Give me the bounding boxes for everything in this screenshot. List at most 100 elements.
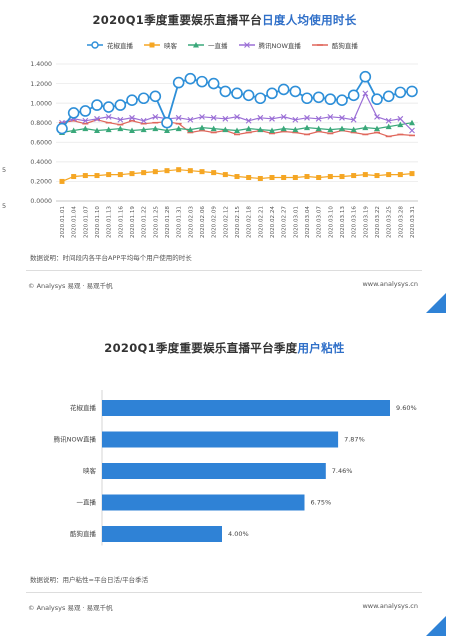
line-chart: 0.0000 0.2000 0.4000 0.6000 0.8000 1.0000 1.20… (30, 61, 418, 238)
data-point (397, 121, 404, 128)
bar (102, 400, 390, 416)
data-point (350, 131, 357, 134)
data-point (234, 127, 240, 134)
x-tick-label: 2020.01.28 (165, 206, 171, 238)
data-point (397, 133, 404, 136)
footer-brand: © Analysys 易观 · 易观千帆 (28, 604, 113, 612)
data-point (339, 114, 345, 121)
data-point (207, 77, 220, 90)
data-point (102, 101, 115, 113)
data-point (374, 131, 380, 134)
data-point (140, 122, 147, 125)
data-point (91, 99, 103, 111)
legend-item: 一直播 (187, 40, 228, 50)
data-point (94, 127, 100, 134)
data-point (312, 91, 325, 104)
series-line (61, 74, 413, 130)
x-tick-label: 2020.03.13 (340, 206, 346, 238)
chart-panel-stickiness: 2020Q1季度重要娱乐直播平台季度用户粘性 花椒直播 9.60% 腾讯NOW直播 7… (0, 330, 449, 641)
divider (26, 270, 422, 271)
data-point (187, 168, 193, 174)
chart-title: 2020Q1季度重要娱乐直播平台季度用户粘性 (104, 341, 345, 355)
bar-chart: 花椒直播 9.60% 腾讯NOW直播 7.87% 映客 7.46% 一直播 6.75% 酷狗直播… (54, 390, 417, 546)
data-point (292, 175, 298, 181)
data-point (199, 169, 205, 175)
edge-label: 5 (2, 202, 7, 210)
bar (102, 526, 222, 542)
data-point (222, 115, 229, 122)
x-tick-label: 2020.03.31 (410, 206, 416, 238)
x-tick-label: 2020.01.31 (177, 206, 183, 238)
data-point (245, 131, 252, 134)
corner-triangle-decoration (426, 616, 446, 636)
data-point (59, 178, 65, 184)
x-tick-label: 2020.01.19 (130, 206, 136, 238)
data-label: 6.75% (311, 499, 332, 507)
data-point (117, 123, 124, 126)
x-tick-label: 2020.01.01 (60, 206, 66, 238)
data-point (397, 172, 403, 178)
data-point (266, 87, 278, 100)
bar (102, 431, 339, 448)
data-point (374, 173, 380, 179)
x-tick-label: 2020.03.19 (363, 206, 369, 238)
data-point (210, 125, 217, 132)
x-tick-label: 2020.03.16 (352, 206, 358, 238)
footer-url: www.analysys.cn (362, 602, 418, 610)
data-point (140, 117, 147, 124)
data-point (359, 70, 372, 83)
y-tick-label: 0.4000 (30, 159, 52, 166)
data-point (257, 114, 264, 121)
legend-swatch-icon (188, 42, 204, 48)
data-point (347, 89, 360, 102)
data-point (362, 172, 368, 178)
data-point (210, 114, 217, 121)
data-point (129, 119, 135, 122)
legend-swatch-icon (311, 44, 328, 46)
x-tick-label: 2020.03.22 (375, 206, 381, 238)
data-point (292, 131, 299, 134)
data-point (234, 174, 240, 180)
x-tick-label: 2020.01.25 (153, 206, 159, 238)
category-label: 一直播 (77, 498, 97, 507)
data-point (280, 125, 287, 132)
x-tick-label: 2020.01.13 (107, 206, 113, 238)
data-point (339, 125, 345, 132)
data-point (280, 130, 287, 133)
data-point (152, 125, 159, 132)
data-label: 4.00% (228, 530, 249, 538)
y-tick-label: 0.6000 (30, 139, 52, 146)
footer-url: www.analysys.cn (362, 280, 418, 288)
legend-item: 映客 (143, 40, 177, 50)
data-point (196, 75, 208, 88)
bar (102, 494, 305, 511)
legend-marker (91, 41, 99, 49)
data-point (382, 90, 395, 103)
data-point (324, 93, 337, 106)
data-point (374, 125, 380, 132)
data-point (246, 175, 252, 181)
data-point (351, 173, 357, 179)
data-point (394, 86, 407, 99)
x-tick-label: 2020.02.27 (282, 206, 288, 238)
data-point (397, 115, 404, 122)
data-point (234, 113, 240, 120)
data-point (269, 115, 275, 122)
data-point (82, 125, 89, 132)
data-point (161, 116, 173, 129)
x-tick-label: 2020.01.04 (72, 206, 78, 238)
x-tick-label: 2020.01.07 (83, 206, 89, 238)
data-point (222, 172, 228, 178)
data-point (94, 115, 100, 122)
data-point (70, 119, 77, 122)
footer-brand: © Analysys 易观 · 易观千帆 (28, 282, 113, 290)
chart-legend: 花椒直播 映客 一直播 腾讯NOW直播 酷狗直播 (86, 40, 368, 54)
data-point (210, 131, 217, 134)
data-point (269, 127, 275, 134)
data-note: 数据说明：时间段内各平台APP平均每个用户使用的时长 (30, 254, 192, 262)
x-tick-label: 2020.03.04 (305, 206, 311, 238)
data-point (269, 175, 275, 181)
data-point (149, 90, 162, 103)
legend-swatch-icon (87, 41, 103, 49)
data-point (172, 76, 185, 89)
